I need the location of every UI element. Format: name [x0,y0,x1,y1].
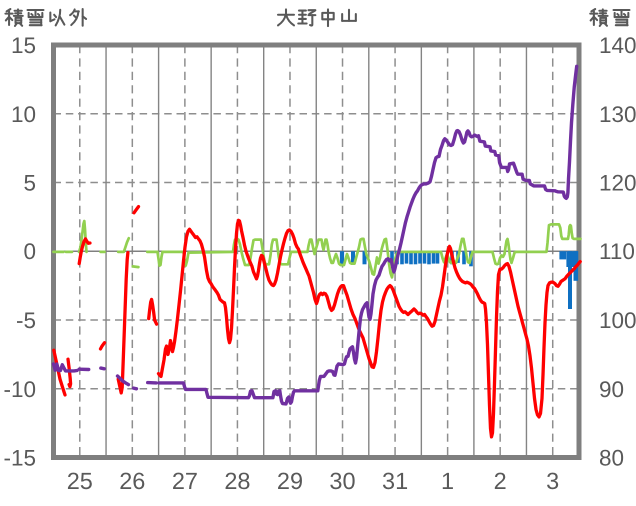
svg-text:27: 27 [172,468,198,494]
svg-text:130: 130 [599,102,636,127]
svg-text:110: 110 [599,239,635,264]
svg-text:80: 80 [599,446,624,471]
svg-text:29: 29 [277,468,303,494]
svg-text:-5: -5 [16,308,36,333]
svg-text:100: 100 [599,308,636,333]
svg-text:5: 5 [23,171,36,196]
svg-text:90: 90 [599,377,624,402]
svg-text:-15: -15 [3,446,36,471]
svg-text:2: 2 [494,468,507,494]
svg-text:31: 31 [382,468,408,494]
svg-text:28: 28 [224,468,250,494]
svg-text:10: 10 [11,102,36,127]
svg-text:25: 25 [67,468,93,494]
svg-text:140: 140 [599,33,636,58]
svg-text:0: 0 [23,239,36,264]
svg-text:120: 120 [599,171,636,196]
svg-text:15: 15 [11,33,36,58]
svg-text:-10: -10 [3,377,36,402]
svg-text:1: 1 [441,468,454,494]
svg-text:30: 30 [329,468,355,494]
svg-text:3: 3 [546,468,559,494]
svg-text:26: 26 [119,468,145,494]
